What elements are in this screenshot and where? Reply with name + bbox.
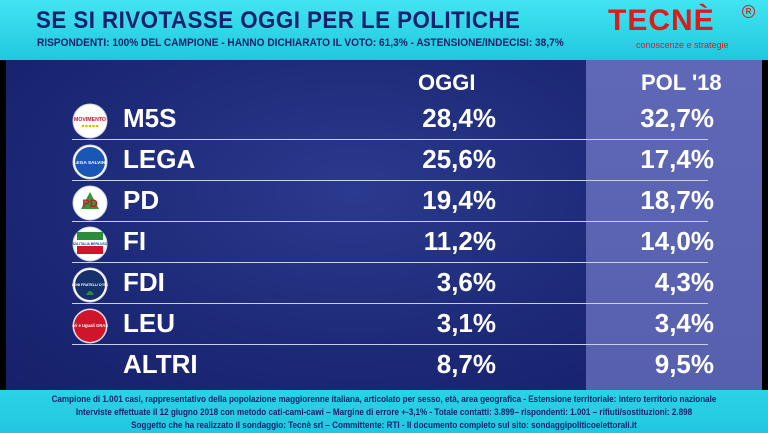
party-name: ALTRI [123, 349, 198, 379]
party-name: LEU [123, 308, 175, 338]
value-pol18: 3,4% [654, 308, 714, 338]
column-header-pol18: POL '18 [641, 70, 722, 95]
pd-logo-icon: PD [72, 185, 108, 221]
party-name: M5S [123, 103, 177, 133]
leu-logo-svg: Liberi e Uguali GRASSO [66, 308, 115, 344]
leu-disc [74, 310, 106, 342]
table-row: PD PD 19,4% 18,7% [0, 181, 768, 221]
table-row: Liberi e Uguali GRASSO LEU 3,1% 3,4% [0, 304, 768, 344]
flame-icon [86, 291, 94, 295]
brand-logo: TECNÈ R conoscenze e strategie [608, 4, 760, 56]
header-band: SE SI RIVOTASSE OGGI PER LE POLITICHE RI… [0, 0, 768, 60]
table-row: FORZA ITALIA BERLUSCONI FI 11,2% 14,0% [0, 222, 768, 262]
brand-name: TECNÈ [608, 4, 715, 37]
star-icon [81, 124, 85, 128]
fi-logo-icon: FORZA ITALIA BERLUSCONI [67, 226, 113, 262]
value-pol18: 9,5% [654, 349, 714, 379]
lega-logo-text: LEGA SALVINI [73, 160, 107, 166]
party-name: LEGA [123, 144, 196, 174]
page-subtitle: RISPONDENTI: 100% DEL CAMPIONE - HANNO D… [37, 37, 564, 49]
value-oggi: 3,6% [436, 267, 496, 297]
star-icon [95, 124, 99, 128]
row-divider [72, 303, 708, 304]
party-name: FI [123, 226, 147, 256]
star-icon [92, 124, 95, 128]
star-icon [85, 124, 88, 128]
m5s-logo-text: MOVIMENTO [74, 117, 106, 123]
table-row: MELONI FRATELLI D'ITALIA FDI 3,6% 4,3% [0, 263, 768, 303]
value-oggi: 25,6% [422, 144, 496, 174]
value-oggi: 8,7% [436, 349, 496, 379]
party-name: PD [123, 185, 160, 215]
flag-stripe-green [77, 232, 103, 240]
flag-stripe-red [77, 246, 103, 254]
value-oggi: 11,2% [423, 226, 496, 256]
lega-logo-icon: LEGA SALVINI [72, 144, 108, 180]
star-icon [88, 124, 92, 128]
row-divider [72, 180, 708, 181]
footer-line-method: Interviste effettuate il 12 giugno 2018 … [75, 407, 693, 417]
value-pol18: 32,7% [640, 103, 714, 133]
fdi-logo-icon: MELONI FRATELLI D'ITALIA [66, 267, 114, 303]
value-oggi: 19,4% [422, 185, 496, 215]
column-header-oggi: OGGI [418, 70, 476, 95]
table-row: ALTRI 8,7% 9,5% [0, 345, 768, 385]
row-divider [72, 139, 708, 140]
lega-logo-svg: LEGA SALVINI [72, 144, 108, 180]
value-oggi: 28,4% [422, 103, 496, 133]
fdi-logo-text: MELONI FRATELLI D'ITALIA [72, 283, 108, 287]
row-divider [72, 344, 708, 345]
olive-branch-icon [81, 192, 99, 209]
pd-logo-text: PD [82, 198, 97, 210]
leu-logo-text: Liberi e Uguali GRASSO [72, 323, 108, 328]
table-row: LEGA SALVINI LEGA 25,6% 17,4% [0, 140, 768, 180]
registered-mark-icon: R [742, 5, 755, 18]
party-name: FDI [123, 267, 165, 297]
leu-logo-icon: Liberi e Uguali GRASSO [66, 308, 115, 344]
pd-logo-svg: PD [72, 185, 108, 221]
fdi-disc [75, 270, 105, 300]
fi-logo-svg: FORZA ITALIA BERLUSCONI [67, 226, 113, 262]
footer-line-source: Soggetto che ha realizzato il sondaggio:… [131, 420, 637, 430]
table-row: MOVIMENTO M5S 28,4% 32,7% [0, 99, 768, 139]
value-oggi: 3,1% [436, 308, 496, 338]
fi-logo-text: FORZA ITALIA BERLUSCONI [72, 242, 108, 246]
value-pol18: 18,7% [640, 185, 714, 215]
pol18-column-panel [586, 60, 762, 390]
row-divider [72, 221, 708, 222]
page-title: SE SI RIVOTASSE OGGI PER LE POLITICHE [36, 7, 521, 34]
lega-disc [75, 147, 105, 177]
brand-tagline: conoscenze e strategie [636, 40, 729, 50]
footer-line-sample: Campione di 1.001 casi, rappresentativo … [51, 394, 717, 404]
fdi-logo-svg: MELONI FRATELLI D'ITALIA [66, 267, 114, 303]
m5s-logo-svg: MOVIMENTO [72, 103, 108, 139]
value-pol18: 4,3% [654, 267, 714, 297]
m5s-logo-icon: MOVIMENTO [72, 103, 108, 139]
row-divider [72, 262, 708, 263]
value-pol18: 14,0% [640, 226, 714, 256]
logo-disc [72, 103, 108, 139]
value-pol18: 17,4% [640, 144, 714, 174]
footer-notes: Campione di 1.001 casi, rappresentativo … [0, 390, 768, 433]
